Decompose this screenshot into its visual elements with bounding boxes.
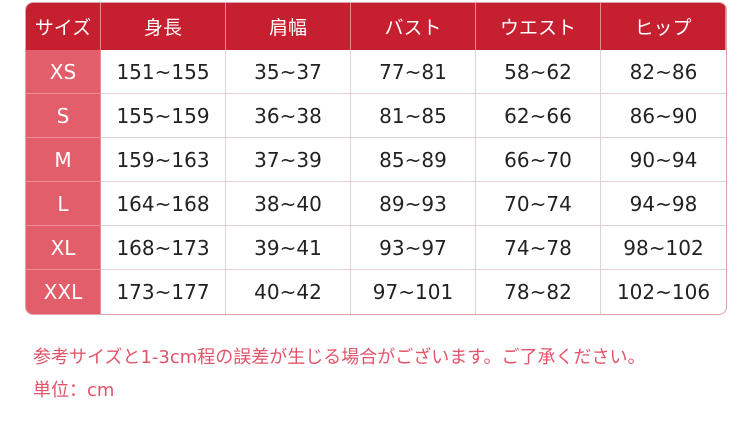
- measurement-cell: 155~159: [101, 94, 226, 138]
- measurement-cell: 90~94: [601, 138, 726, 182]
- unit-note: 単位：cm: [33, 380, 115, 401]
- measurement-cell: 66~70: [476, 138, 601, 182]
- table-row: XXL 173~177 40~42 97~101 78~82 102~106: [26, 270, 726, 314]
- measurement-cell: 36~38: [226, 94, 351, 138]
- measurement-cell: 74~78: [476, 226, 601, 270]
- measurement-cell: 81~85: [351, 94, 476, 138]
- table-row: XL 168~173 39~41 93~97 74~78 98~102: [26, 226, 726, 270]
- table-row: S 155~159 36~38 81~85 62~66 86~90: [26, 94, 726, 138]
- measurement-cell: 82~86: [601, 50, 726, 94]
- header-cell: 身長: [101, 3, 226, 50]
- measurement-cell: 164~168: [101, 182, 226, 226]
- measurement-cell: 70~74: [476, 182, 601, 226]
- header-cell: バスト: [351, 3, 476, 50]
- header-cell: ヒップ: [601, 3, 726, 50]
- header-cell: ウエスト: [476, 3, 601, 50]
- measurement-cell: 40~42: [226, 270, 351, 314]
- table-header-row: サイズ 身長 肩幅 バスト ウエスト ヒップ: [26, 3, 726, 50]
- header-cell: 肩幅: [226, 3, 351, 50]
- measurement-cell: 39~41: [226, 226, 351, 270]
- measurement-cell: 35~37: [226, 50, 351, 94]
- measurement-cell: 86~90: [601, 94, 726, 138]
- measurement-cell: 62~66: [476, 94, 601, 138]
- table-row: M 159~163 37~39 85~89 66~70 90~94: [26, 138, 726, 182]
- table-row: L 164~168 38~40 89~93 70~74 94~98: [26, 182, 726, 226]
- measurement-cell: 93~97: [351, 226, 476, 270]
- table-row: XS 151~155 35~37 77~81 58~62 82~86: [26, 50, 726, 94]
- size-label-cell: L: [26, 182, 101, 226]
- size-label-cell: XXL: [26, 270, 101, 314]
- measurement-cell: 38~40: [226, 182, 351, 226]
- measurement-cell: 85~89: [351, 138, 476, 182]
- measurement-cell: 97~101: [351, 270, 476, 314]
- measurement-cell: 77~81: [351, 50, 476, 94]
- measurement-cell: 159~163: [101, 138, 226, 182]
- measurement-cell: 98~102: [601, 226, 726, 270]
- measurement-cell: 94~98: [601, 182, 726, 226]
- measurement-cell: 168~173: [101, 226, 226, 270]
- measurement-cell: 151~155: [101, 50, 226, 94]
- header-cell: サイズ: [26, 3, 101, 50]
- measurement-cell: 173~177: [101, 270, 226, 314]
- measurement-cell: 102~106: [616, 280, 711, 304]
- size-label-cell: M: [26, 138, 101, 182]
- measurement-cell: 89~93: [351, 182, 476, 226]
- size-label-cell: XS: [26, 50, 101, 94]
- size-chart-table: サイズ 身長 肩幅 バスト ウエスト ヒップ XS 151~155 35~37 77~81 58~6…: [25, 2, 727, 315]
- measurement-cell: 58~62: [476, 50, 601, 94]
- size-label-cell: XL: [26, 226, 101, 270]
- measurement-cell: 78~82: [476, 270, 601, 314]
- size-label-cell: S: [26, 94, 101, 138]
- disclaimer-note: 参考サイズと1-3cm程の誤差が生じる場合がございます。ご了承ください。: [33, 347, 646, 368]
- measurement-cell: 37~39: [226, 138, 351, 182]
